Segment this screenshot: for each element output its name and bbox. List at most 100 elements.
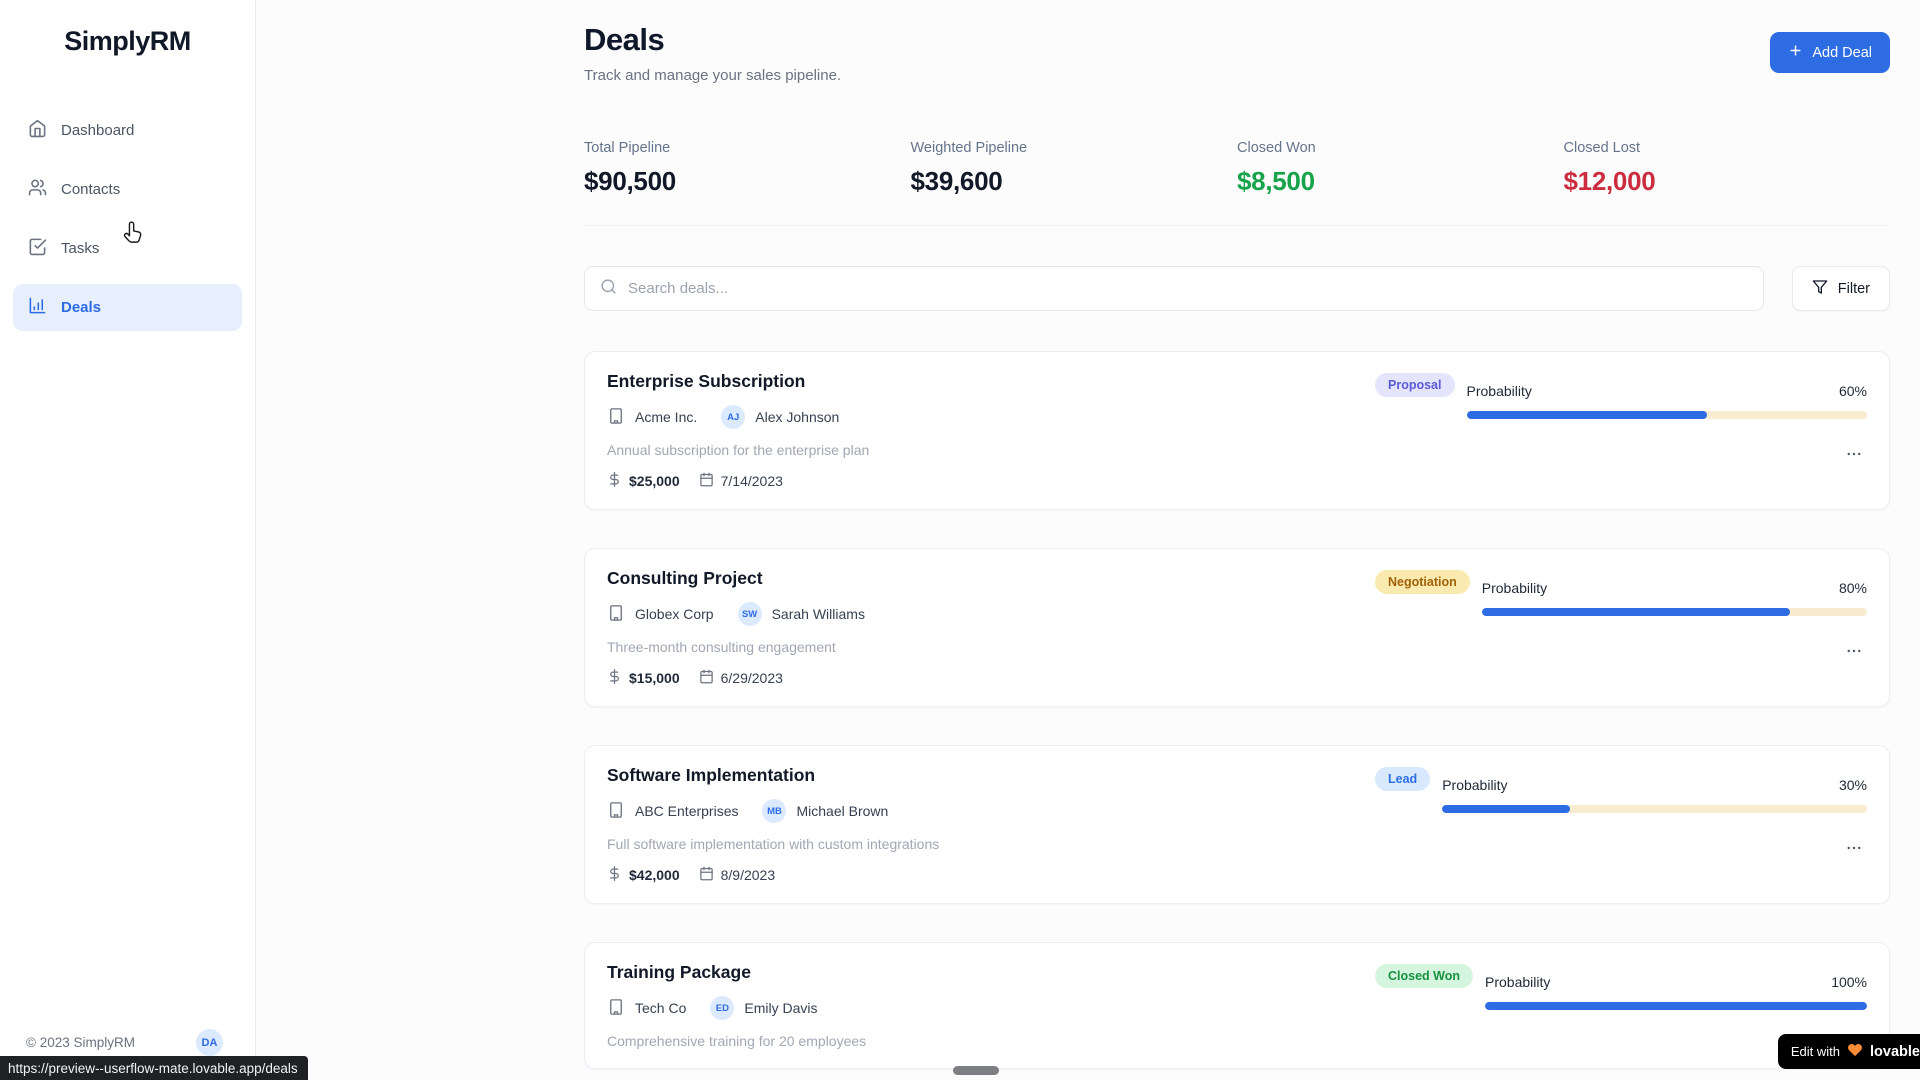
sidebar-item-tasks[interactable]: Tasks — [13, 225, 242, 272]
deal-contact: Emily Davis — [744, 1000, 818, 1016]
stage-badge: Lead — [1375, 767, 1431, 791]
stat-label: Closed Lost — [1563, 140, 1641, 156]
probability-bar — [1442, 805, 1867, 813]
stat-value: $12,000 — [1563, 166, 1656, 196]
probability-value: 80% — [1838, 580, 1867, 596]
deal-contact: Alex Johnson — [755, 409, 840, 425]
deal-description: Annual subscription for the enterprise p… — [607, 442, 870, 458]
probability-label: Probability — [1481, 580, 1548, 596]
edit-with-lovable-badge[interactable]: Edit with lovable — [1777, 1034, 1920, 1069]
probability-bar — [1481, 608, 1867, 616]
calendar-icon — [699, 472, 714, 490]
stage-badge: Closed Won — [1375, 964, 1473, 988]
dollar-icon — [607, 669, 622, 687]
stat-total-pipeline: Total Pipeline $90,500 — [584, 140, 911, 197]
bar-chart-icon — [28, 296, 47, 319]
sidebar: SimplyRM Dashboard Contacts Tasks — [0, 0, 256, 1080]
probability-value: 100% — [1831, 974, 1867, 990]
plus-icon — [1788, 43, 1803, 62]
sidebar-item-dashboard[interactable]: Dashboard — [13, 107, 242, 154]
deal-description: Three-month consulting engagement — [607, 639, 836, 655]
deal-card[interactable]: Enterprise Subscription Acme Inc. AJ Ale… — [584, 351, 1890, 510]
main-content: Deals Track and manage your sales pipeli… — [256, 0, 1920, 1080]
stat-closed-won: Closed Won $8,500 — [1237, 140, 1564, 197]
heart-icon — [1847, 1042, 1863, 1061]
ellipsis-icon — [1845, 648, 1863, 663]
search-icon — [600, 278, 617, 300]
dollar-icon — [607, 866, 622, 884]
users-icon — [28, 178, 47, 201]
filter-button[interactable]: Filter — [1791, 266, 1890, 311]
stat-weighted-pipeline: Weighted Pipeline $39,600 — [911, 140, 1238, 197]
deal-contact: Sarah Williams — [771, 606, 865, 622]
calendar-icon — [699, 866, 714, 884]
deal-contact: Michael Brown — [796, 803, 889, 819]
deals-list: Enterprise Subscription Acme Inc. AJ Ale… — [584, 351, 1890, 1069]
probability-value: 30% — [1838, 777, 1867, 793]
deal-card[interactable]: Consulting Project Globex Corp SW Sarah … — [584, 548, 1890, 707]
building-icon — [607, 801, 625, 822]
sidebar-item-deals[interactable]: Deals — [13, 284, 242, 331]
contact-avatar: SW — [737, 602, 762, 626]
building-icon — [607, 604, 625, 625]
page-header: Deals Track and manage your sales pipeli… — [584, 22, 1890, 84]
ellipsis-icon — [1845, 451, 1863, 466]
home-icon — [28, 119, 47, 142]
stat-value: $90,500 — [584, 166, 676, 196]
deal-title: Enterprise Subscription — [607, 371, 806, 391]
probability-bar — [1466, 411, 1867, 419]
sidebar-item-label: Deals — [61, 299, 102, 316]
deal-date: 7/14/2023 — [720, 473, 783, 489]
deal-company: ABC Enterprises — [635, 803, 739, 819]
probability-value: 60% — [1838, 383, 1867, 399]
sidebar-item-label: Dashboard — [61, 122, 135, 139]
deal-description: Full software implementation with custom… — [607, 836, 940, 852]
user-avatar[interactable]: DA — [196, 1029, 223, 1056]
deal-card[interactable]: Training Package Tech Co ED Emily Davis … — [584, 942, 1890, 1069]
funnel-icon — [1812, 279, 1828, 299]
sidebar-item-contacts[interactable]: Contacts — [13, 166, 242, 213]
more-options-button[interactable] — [1841, 837, 1867, 862]
probability-fill — [1481, 608, 1790, 616]
check-square-icon — [28, 237, 47, 260]
page-title: Deals — [584, 22, 665, 57]
search-box — [584, 266, 1764, 311]
probability-label: Probability — [1442, 777, 1508, 793]
probability-fill — [1485, 1002, 1867, 1010]
contact-avatar: ED — [710, 996, 735, 1020]
probability-label: Probability — [1485, 974, 1551, 990]
deal-title: Training Package — [607, 962, 751, 982]
scrollbar-thumb[interactable] — [953, 1066, 999, 1075]
deal-company: Acme Inc. — [635, 409, 698, 425]
page-subtitle: Track and manage your sales pipeline. — [584, 67, 842, 84]
sidebar-nav: Dashboard Contacts Tasks Deals — [0, 107, 255, 331]
sidebar-item-label: Contacts — [61, 181, 121, 198]
stage-badge: Proposal — [1375, 373, 1455, 397]
deal-description: Comprehensive training for 20 employees — [607, 1033, 867, 1049]
pipeline-stats: Total Pipeline $90,500 Weighted Pipeline… — [584, 140, 1890, 226]
deal-company: Globex Corp — [635, 606, 714, 622]
more-options-button[interactable] — [1841, 443, 1867, 468]
search-input[interactable] — [628, 280, 1748, 297]
browser-status-url: https://preview--userflow-mate.lovable.a… — [0, 1056, 308, 1080]
sidebar-footer: © 2023 SimplyRM DA — [0, 1029, 255, 1080]
deal-card[interactable]: Software Implementation ABC Enterprises … — [584, 745, 1890, 904]
stage-badge: Negotiation — [1375, 570, 1470, 594]
deal-value: $25,000 — [629, 473, 680, 489]
stat-label: Closed Won — [1237, 140, 1316, 156]
probability-bar — [1485, 1002, 1867, 1010]
app-logo: SimplyRM — [64, 26, 191, 56]
stat-value: $39,600 — [910, 166, 1003, 196]
deal-date: 8/9/2023 — [720, 867, 776, 883]
contact-avatar: AJ — [721, 405, 746, 429]
deals-toolbar: Filter — [584, 266, 1890, 311]
sidebar-item-label: Tasks — [61, 240, 100, 257]
building-icon — [607, 998, 625, 1019]
deal-value: $15,000 — [629, 670, 680, 686]
deal-title: Software Implementation — [607, 765, 816, 785]
deal-value: $42,000 — [629, 867, 680, 883]
calendar-icon — [699, 669, 714, 687]
add-deal-button[interactable]: Add Deal — [1770, 32, 1890, 73]
more-options-button[interactable] — [1841, 640, 1867, 665]
